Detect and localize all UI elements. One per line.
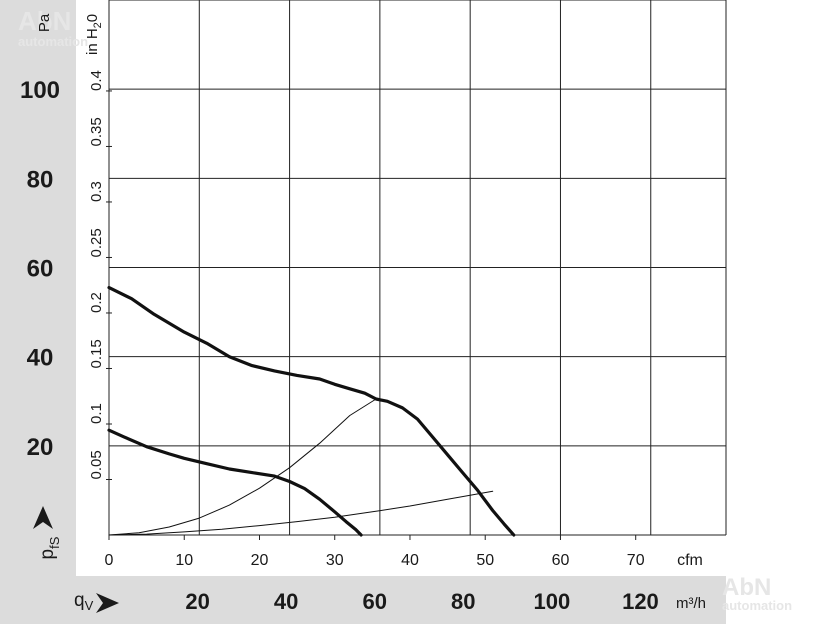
x2-unit-label: m³/h [676, 595, 706, 612]
curve-series-3 [108, 398, 377, 536]
y-tick-label-0: 20 [27, 434, 54, 461]
x2-tick-label-1: 40 [274, 589, 298, 614]
y-axis-symbol-main: p [37, 549, 58, 560]
x-unit-label: cfm [677, 552, 703, 569]
x2-tick-label-0: 20 [185, 589, 209, 614]
y2-unit-label: in H20 [84, 14, 104, 55]
y2-tick-label-5: 0.3 [88, 181, 105, 202]
x-tick-label-7: 70 [627, 552, 645, 569]
y-unit-label: Pa [36, 13, 53, 32]
y-axis-arrow [33, 506, 53, 529]
y-tick-label-3: 80 [27, 166, 54, 193]
watermark-sub-top: automation [18, 34, 89, 49]
y-tick-label-1: 40 [27, 345, 54, 372]
x-tick-label-0: 0 [105, 552, 114, 569]
x-tick-label-3: 30 [326, 552, 344, 569]
y2-tick-label-3: 0.2 [88, 292, 105, 313]
bottom-axis-band [0, 576, 726, 624]
y2-unit-part-2: 0 [84, 14, 101, 22]
y2-tick-label-1: 0.1 [88, 403, 105, 424]
x-tick-label-1: 10 [175, 552, 193, 569]
y-axis-symbol: pfS [37, 536, 62, 559]
x2-tick-label-2: 60 [362, 589, 386, 614]
grid [106, 0, 727, 540]
y2-tick-label-6: 0.35 [88, 117, 105, 146]
y2-tick-label-4: 0.25 [88, 228, 105, 257]
x-tick-label-4: 40 [401, 552, 419, 569]
x2-tick-label-5: 120 [622, 589, 659, 614]
watermark-sub-bottom: automation [722, 598, 793, 613]
y2-tick-label-0: 0.05 [88, 450, 105, 479]
left-axis-band [0, 0, 76, 576]
x2-tick-label-3: 80 [451, 589, 475, 614]
y-tick-label-2: 60 [27, 256, 54, 283]
curve-series-1 [107, 286, 516, 537]
watermark-brand-top: AbN [18, 6, 72, 36]
x-axis-symbol-sub: V [85, 598, 94, 613]
x-tick-label-5: 50 [476, 552, 494, 569]
y2-unit-part-0: in H [84, 28, 101, 55]
x-axis-symbol-main: q [74, 590, 85, 611]
y2-tick-label-7: 0.4 [88, 70, 105, 91]
y2-tick-label-2: 0.15 [88, 339, 105, 368]
watermark-brand-bottom: AbN [722, 574, 772, 601]
x-tick-label-6: 60 [552, 552, 570, 569]
y2-unit-part-1: 2 [92, 22, 104, 28]
curves [107, 286, 516, 537]
x2-tick-label-4: 100 [534, 589, 571, 614]
y-axis-symbol-sub: fS [47, 536, 62, 549]
x-axis-symbol: qV [74, 590, 94, 613]
x-axis-arrow [96, 593, 119, 613]
labels: 20406080100PapfS0.050.10.150.20.250.30.3… [20, 13, 706, 614]
y-tick-label-4: 100 [20, 77, 60, 104]
x-tick-label-2: 20 [251, 552, 269, 569]
curve-series-4 [108, 490, 494, 536]
